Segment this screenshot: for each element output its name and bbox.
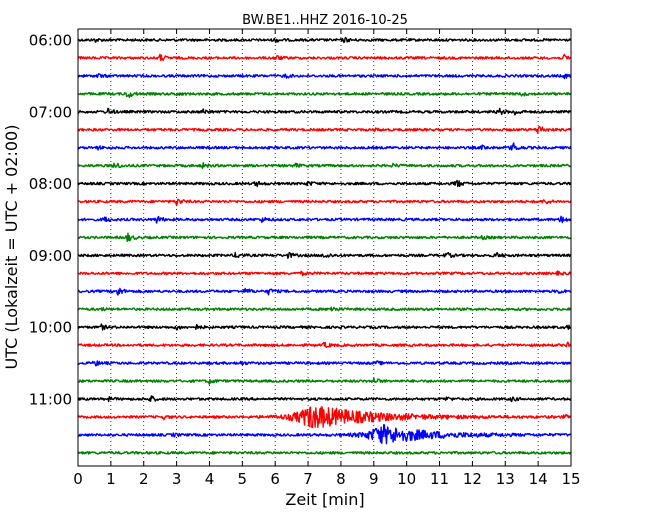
trace-5	[77, 125, 572, 134]
x-axis: 0 1 2 3 4 5 6 7 8 9 10 11 12 13 14 15	[73, 29, 581, 488]
trace-10	[77, 215, 572, 224]
trace-13	[77, 270, 572, 277]
trace-14	[77, 287, 572, 296]
x-tick-label-8: 8	[336, 470, 346, 488]
trace-0	[77, 36, 572, 44]
y-tick-label-2: 08:00	[29, 175, 72, 193]
x-tick-label-3: 3	[172, 470, 182, 488]
trace-9	[77, 198, 572, 207]
y-axis: 06:00 07:00 08:00 09:00 10:00 11:00	[29, 32, 571, 409]
x-tick-label-15: 15	[561, 470, 580, 488]
x-tick-label-7: 7	[303, 470, 313, 488]
trace-15	[77, 306, 572, 312]
y-tick-label-5: 11:00	[29, 391, 72, 409]
trace-11	[77, 232, 572, 243]
trace-6	[77, 142, 572, 151]
trace-21	[77, 406, 572, 429]
trace-17	[77, 341, 572, 348]
x-tick-label-9: 9	[369, 470, 379, 488]
x-tick-label-4: 4	[205, 470, 215, 488]
y-tick-label-3: 09:00	[29, 247, 72, 265]
trace-23	[77, 450, 572, 455]
trace-18	[77, 360, 572, 367]
x-tick-label-0: 0	[73, 470, 83, 488]
y-axis-label: UTC (Lokalzeit = UTC + 02:00)	[2, 125, 21, 370]
trace-3	[77, 91, 572, 99]
x-tick-label-11: 11	[430, 470, 449, 488]
trace-4	[77, 107, 572, 116]
y-tick-label-4: 10:00	[29, 319, 72, 337]
x-axis-label: Zeit [min]	[285, 490, 364, 509]
x-tick-label-14: 14	[529, 470, 548, 488]
x-tick-label-5: 5	[238, 470, 248, 488]
trace-2	[77, 73, 572, 80]
x-tick-label-6: 6	[270, 470, 280, 488]
chart-title: BW.BE1..HHZ 2016-10-25	[242, 13, 408, 28]
x-tick-label-1: 1	[106, 470, 116, 488]
trace-16	[77, 323, 572, 331]
x-tick-label-13: 13	[496, 470, 515, 488]
trace-22	[77, 424, 572, 445]
trace-7	[77, 162, 572, 170]
trace-12	[77, 251, 572, 259]
plot-frame	[77, 28, 572, 467]
trace-19	[77, 377, 572, 385]
trace-8	[77, 179, 572, 188]
x-tick-label-2: 2	[139, 470, 149, 488]
y-tick-label-0: 06:00	[29, 32, 72, 50]
trace-1	[77, 53, 572, 61]
grid-lines	[110, 29, 539, 466]
trace-20	[77, 395, 572, 403]
trace-group	[77, 36, 572, 455]
x-tick-label-12: 12	[463, 470, 482, 488]
x-tick-label-10: 10	[397, 470, 416, 488]
y-tick-label-1: 07:00	[29, 103, 72, 121]
